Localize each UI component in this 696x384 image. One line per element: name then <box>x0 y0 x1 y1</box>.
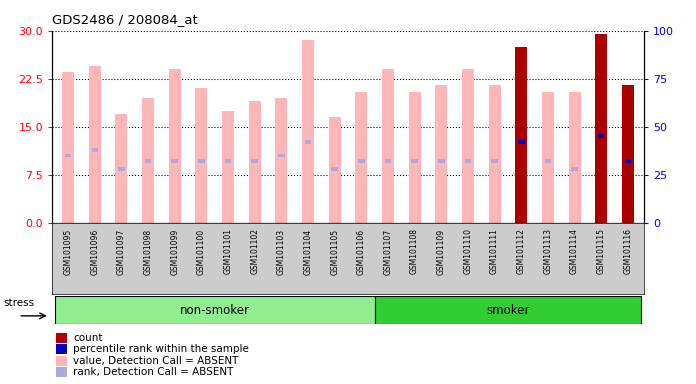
Bar <box>489 85 500 223</box>
Text: GSM101095: GSM101095 <box>64 228 72 275</box>
Text: GSM101110: GSM101110 <box>464 228 473 275</box>
Bar <box>62 72 74 223</box>
Bar <box>56 367 67 377</box>
Bar <box>116 114 127 223</box>
Bar <box>542 91 554 223</box>
Text: count: count <box>73 333 102 343</box>
Text: GSM101096: GSM101096 <box>90 228 100 275</box>
Bar <box>169 69 181 223</box>
Bar <box>225 159 231 163</box>
Text: GSM101105: GSM101105 <box>330 228 339 275</box>
Bar <box>142 98 154 223</box>
Bar <box>65 154 72 157</box>
Bar <box>92 148 98 152</box>
Text: GSM101100: GSM101100 <box>197 228 206 275</box>
Text: GSM101115: GSM101115 <box>596 228 606 275</box>
Bar <box>465 159 471 163</box>
Text: GSM101111: GSM101111 <box>490 228 499 274</box>
Text: GSM101106: GSM101106 <box>357 228 366 275</box>
Bar <box>56 344 67 354</box>
Bar <box>89 66 101 223</box>
Bar <box>331 167 338 171</box>
Bar <box>329 117 340 223</box>
Text: non-smoker: non-smoker <box>180 304 250 316</box>
Text: GSM101109: GSM101109 <box>437 228 445 275</box>
Bar <box>248 101 261 223</box>
Text: stress: stress <box>3 298 35 308</box>
Bar <box>222 111 234 223</box>
Bar <box>411 159 418 163</box>
Bar <box>118 167 125 171</box>
Text: GSM101097: GSM101097 <box>117 228 126 275</box>
Bar <box>598 134 604 138</box>
Text: smoker: smoker <box>486 304 530 316</box>
Bar <box>56 356 67 366</box>
Bar <box>595 34 607 223</box>
Bar <box>622 85 634 223</box>
Bar <box>518 140 525 144</box>
Bar <box>385 159 391 163</box>
Text: GSM101113: GSM101113 <box>544 228 553 275</box>
Bar <box>56 333 67 343</box>
Text: rank, Detection Call = ABSENT: rank, Detection Call = ABSENT <box>73 367 233 377</box>
Bar <box>276 98 287 223</box>
Bar <box>435 85 448 223</box>
Bar <box>382 69 394 223</box>
Text: GSM101101: GSM101101 <box>223 228 232 275</box>
Bar <box>171 159 178 163</box>
Bar <box>515 47 527 223</box>
Text: GSM101098: GSM101098 <box>143 228 152 275</box>
Bar <box>305 140 311 144</box>
Bar <box>302 40 314 223</box>
Text: GDS2486 / 208084_at: GDS2486 / 208084_at <box>52 13 198 26</box>
Text: GSM101107: GSM101107 <box>383 228 393 275</box>
Bar <box>55 296 374 324</box>
Bar <box>278 154 285 157</box>
Bar <box>251 159 258 163</box>
Bar <box>491 159 498 163</box>
Bar <box>462 69 474 223</box>
Text: GSM101099: GSM101099 <box>171 228 180 275</box>
Bar <box>571 167 578 171</box>
Bar <box>624 159 631 163</box>
Bar <box>409 91 420 223</box>
Text: percentile rank within the sample: percentile rank within the sample <box>73 344 248 354</box>
Text: GSM101103: GSM101103 <box>277 228 286 275</box>
Text: GSM101104: GSM101104 <box>303 228 313 275</box>
Bar <box>358 159 365 163</box>
Bar <box>544 159 551 163</box>
Text: GSM101116: GSM101116 <box>624 228 632 275</box>
Bar <box>374 296 641 324</box>
Text: GSM101108: GSM101108 <box>410 228 419 275</box>
Bar <box>196 88 207 223</box>
Text: GSM101112: GSM101112 <box>516 228 525 274</box>
Bar <box>356 91 367 223</box>
Text: value, Detection Call = ABSENT: value, Detection Call = ABSENT <box>73 356 238 366</box>
Bar <box>569 91 580 223</box>
Text: GSM101102: GSM101102 <box>251 228 259 275</box>
Text: GSM101114: GSM101114 <box>570 228 579 275</box>
Bar <box>438 159 445 163</box>
Bar <box>145 159 152 163</box>
Bar <box>198 159 205 163</box>
